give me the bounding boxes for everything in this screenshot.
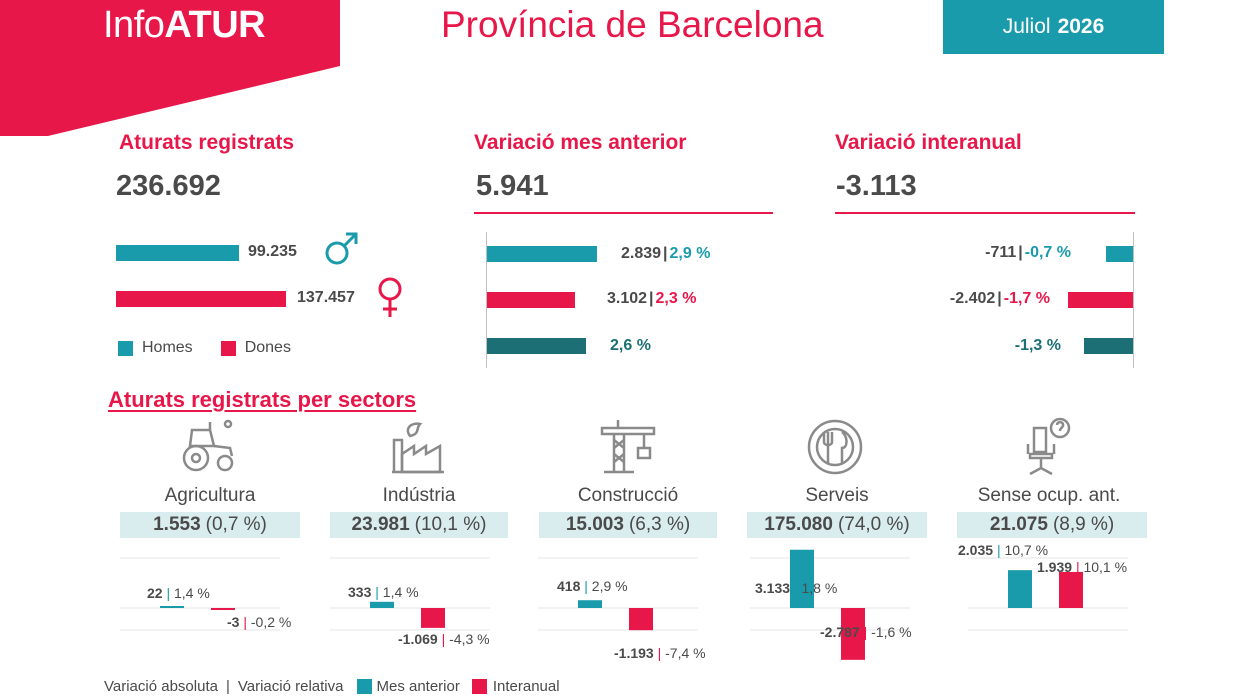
factory-icon [392,422,444,474]
yearly-total-bar [1084,338,1133,354]
sector-bars-chart [120,549,1128,660]
services-yearly-bar [841,608,865,660]
yearly-total-label: -1,3 % [1014,337,1061,354]
logo-banner [0,0,340,136]
legend-women-swatch [220,340,236,356]
kpi-monthly-title: Variació mes anterior [474,131,687,154]
sector-name-industry: Indústria [382,485,456,506]
sector-name-no-prior-job: Sense ocup. ant. [977,485,1121,506]
sector-total-agriculture: 1.553 (0,7 %) [120,512,300,538]
agri-monthly-label: 22 | 1,4 % [147,585,210,601]
female-symbol-icon [378,277,402,317]
yearly-axis [1133,232,1134,368]
footer-rel-label: Variació relativa [237,678,344,695]
monthly-axis [486,232,487,368]
footer-monthly-swatch [357,679,373,694]
agri-monthly-bar [160,606,184,608]
footer-legend: Variació absoluta | Variació relativa Me… [104,678,560,695]
no-prior-job-monthly-label: 2.035 | 10,7 % [958,542,1049,558]
industry-monthly-bar [370,601,394,608]
women-bar [116,291,286,307]
kpi-yearly-underline [835,212,1135,214]
crane-icon [600,420,656,474]
period-badge: Juliol 2026 [943,0,1164,54]
sector-total-industry: 23.981 (10,1 %) [330,512,508,538]
plate-cutlery-icon [807,419,863,475]
male-symbol-icon [325,232,358,265]
footer-separator: | [225,678,230,695]
agri-yearly-bar [211,608,235,610]
footer-abs-label: Variació absoluta [104,678,218,695]
no-prior-job-yearly-label: 1.939 | 10,1 % [1037,559,1128,575]
monthly-total-bar [487,338,586,354]
kpi-yearly-title: Variació interanual [835,131,1022,154]
sector-total-construction: 15.003 (6,3 %) [539,512,717,538]
men-bar-label: 99.235 [248,243,297,260]
period-year: 2026 [1057,15,1105,38]
legend-men-label: Homes [142,339,193,356]
no-prior-job-monthly-bar [1008,570,1032,608]
sector-name-agriculture: Agricultura [164,485,256,506]
app-logo: InfoATUR [103,4,266,46]
monthly-women-bar [487,292,575,308]
monthly-women-label: 3.102 | 2,3 % [607,290,697,307]
kpi-monthly-underline [474,212,773,214]
construction-monthly-bar [578,600,602,608]
monthly-men-label: 2.839 | 2,9 % [621,245,711,262]
services-monthly-bar [790,549,814,608]
kpi-registered-value: 236.692 [116,170,221,202]
industry-yearly-bar [421,608,445,628]
yearly-women-bar [1068,292,1133,308]
monthly-total-label: 2,6 % [610,337,651,354]
industry-monthly-label: 333 | 1,4 % [348,584,419,600]
women-bar-label: 137.457 [297,289,355,306]
gender-legend: Homes Dones [118,339,291,357]
sector-total-services: 175.080 (74,0 %) [747,512,927,538]
services-yearly-label: -2.787 | -1,6 % [820,624,912,640]
services-monthly-label: 3.133 | 1,8 % [755,580,838,596]
period-month: Juliol [1002,15,1051,38]
sector-total-no-prior-job: 21.075 (8,9 %) [957,512,1147,538]
industry-yearly-label: -1.069 | -4,3 % [398,631,490,647]
agri-yearly-label: -3 | -0,2 % [227,614,292,630]
footer-yearly-swatch [471,679,487,694]
sectors-heading: Aturats registrats per sectors [108,387,417,412]
men-bar [116,245,239,261]
kpi-monthly-value: 5.941 [476,170,549,202]
no-prior-job-yearly-bar [1059,571,1083,608]
yearly-women-label: -2.402 | -1,7 % [949,290,1050,307]
legend-men-swatch [118,340,133,356]
footer-monthly-label: Mes anterior [376,678,460,695]
tractor-icon [182,419,234,472]
footer-yearly-label: Interanual [492,678,560,695]
legend-women-label: Dones [244,339,291,356]
yearly-men-bar [1106,246,1133,262]
sector-name-services: Serveis [805,485,869,506]
kpi-registered-title: Aturats registrats [119,131,295,154]
sector-name-construction: Construcció [577,485,679,506]
office-chair-icon [1026,417,1071,476]
monthly-men-bar [487,246,597,262]
construction-yearly-label: -1.193 | -7,4 % [614,645,706,661]
yearly-men-label: -711 | -0,7 % [985,244,1071,261]
construction-monthly-label: 418 | 2,9 % [557,578,628,594]
page-title: Província de Barcelona [441,4,824,45]
construction-yearly-bar [629,608,653,631]
kpi-yearly-value: -3.113 [836,170,917,202]
